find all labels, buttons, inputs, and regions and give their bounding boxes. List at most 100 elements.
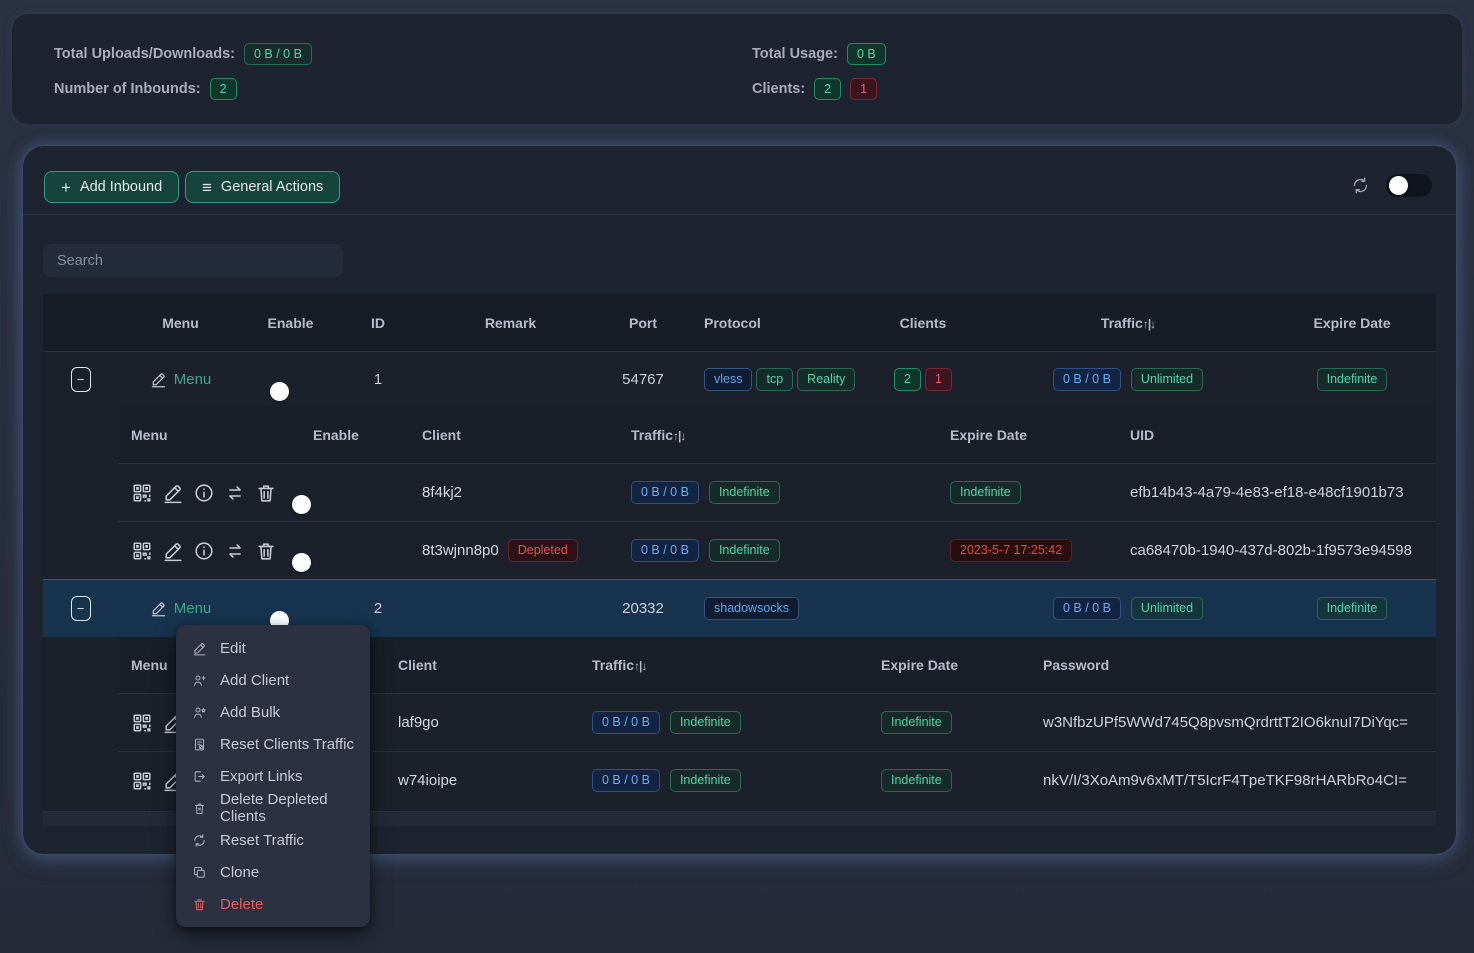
traffic-badge: 0 B / 0 B: [592, 769, 660, 792]
quota-badge: Unlimited: [1130, 597, 1204, 620]
client-name: w74ioipe: [398, 772, 458, 789]
stat-value-badge: 2: [209, 77, 237, 101]
stats-left-column: Total Uploads/Downloads: 0 B / 0 B Numbe…: [54, 42, 312, 124]
menu-item-export-links[interactable]: Export Links: [176, 760, 370, 792]
inbound-menu-trigger[interactable]: Menu: [150, 600, 212, 617]
info-icon[interactable]: [193, 482, 215, 504]
menu-item-add-bulk[interactable]: Add Bulk: [176, 696, 370, 728]
header-traffic[interactable]: Traffic↑|↓: [1100, 314, 1156, 331]
expire-badge: Indefinite: [881, 769, 952, 792]
qr-code-icon[interactable]: [131, 540, 153, 562]
client-name: laf9go: [398, 714, 439, 731]
header-traffic[interactable]: Traffic↑|↓: [592, 657, 647, 673]
reset-clients-traffic-icon: [192, 737, 207, 752]
client-password: w3NfbzUPf5WWd745Q8pvsmQrdrttT2IO6knuI7Di…: [1043, 714, 1409, 731]
inbound-context-menu: Edit Add Client Add Bulk Reset Clients T…: [176, 625, 370, 927]
inbounds-table-header: Menu Enable ID Remark Port Protocol Clie…: [43, 294, 1436, 351]
quota-badge: Indefinite: [669, 711, 741, 734]
header-protocol: Protocol: [704, 314, 761, 331]
stat-label: Total Usage:: [752, 46, 838, 62]
add-bulk-icon: [192, 705, 207, 720]
edit-icon[interactable]: [162, 540, 184, 562]
table-footer-strip: [43, 811, 1436, 826]
stat-value-badge: 0 B: [846, 42, 886, 66]
clients-depleted-badge: 1: [925, 368, 952, 391]
client-name: 8f4kj2: [422, 484, 463, 501]
quota-badge: Indefinite: [669, 769, 741, 792]
protocol-tag: shadowsocks: [704, 597, 800, 620]
menu-item-reset-clients-traffic[interactable]: Reset Clients Traffic: [176, 728, 370, 760]
menu-item-add-client[interactable]: Add Client: [176, 664, 370, 696]
header-client: Client: [422, 427, 461, 443]
stat-label: Number of Inbounds:: [54, 81, 201, 97]
clone-icon: [192, 865, 207, 880]
qr-code-icon[interactable]: [131, 770, 153, 792]
edit-icon: [192, 641, 207, 656]
client-traffic: 0 B / 0 B Indefinite: [598, 481, 780, 504]
menu-label: Menu: [173, 600, 212, 617]
collapse-row-button[interactable]: −: [70, 596, 91, 621]
quota-badge: Indefinite: [708, 539, 780, 562]
search-input[interactable]: [43, 244, 343, 277]
hamburger-icon: ≡: [202, 177, 212, 197]
traffic-badge: 0 B / 0 B: [1052, 597, 1121, 620]
traffic-badge: 0 B / 0 B: [1052, 368, 1121, 391]
header-password: Password: [1043, 657, 1110, 673]
sort-arrows-icon: ↑|↓: [673, 429, 686, 443]
client-uid: efb14b43-4a79-4e83-ef18-e48cf1901b73: [1130, 484, 1404, 501]
expire-badge: Indefinite: [1316, 368, 1388, 391]
add-inbound-button[interactable]: + Add Inbound: [44, 171, 180, 203]
protocol-transport-tag: tcp: [756, 368, 794, 391]
expire-badge: Indefinite: [881, 711, 952, 734]
quota-badge: Indefinite: [708, 481, 780, 504]
delete-icon[interactable]: [255, 540, 277, 562]
traffic-badge: 0 B / 0 B: [592, 711, 660, 734]
stats-right-column: Total Usage: 0 B Clients: 2 1: [752, 42, 886, 101]
expire-badge-expired: 2023-5-7 17:25:42: [950, 539, 1073, 562]
toolbar-right: [1351, 174, 1432, 197]
menu-item-reset-traffic[interactable]: Reset Traffic: [176, 824, 370, 856]
delete-icon[interactable]: [255, 482, 277, 504]
general-actions-label: General Actions: [220, 179, 324, 195]
menu-item-delete[interactable]: Delete: [176, 888, 370, 920]
header-expire-date: Expire Date: [950, 427, 1028, 443]
toolbar-divider: [23, 214, 1456, 215]
inbound-id: 1: [373, 371, 383, 388]
quota-badge: Unlimited: [1130, 368, 1204, 391]
reset-traffic-icon[interactable]: [224, 482, 246, 504]
client-traffic: 0 B / 0 B Indefinite: [568, 711, 741, 734]
menu-label: Menu: [173, 371, 212, 388]
delete-depleted-clients-icon: [192, 801, 207, 816]
client-password: nkV/I/3XoAm9v6xMT/T5IcrF4TpeTKF98rHARbRo…: [1043, 772, 1407, 789]
stat-label: Total Uploads/Downloads:: [54, 46, 235, 62]
refresh-icon[interactable]: [1351, 176, 1370, 195]
reset-traffic-icon[interactable]: [224, 540, 246, 562]
edit-icon[interactable]: [162, 482, 184, 504]
header-menu: Menu: [162, 314, 199, 331]
dark-mode-toggle[interactable]: [1386, 174, 1432, 197]
inbound-id: 2: [373, 600, 383, 617]
collapse-row-button[interactable]: −: [70, 367, 91, 392]
clients-active-badge: 2: [814, 77, 842, 101]
inbound-menu-trigger[interactable]: Menu: [150, 371, 212, 388]
client-name-group: 8t3wjnn8p0 Depleted: [413, 539, 578, 562]
header-traffic[interactable]: Traffic↑|↓: [631, 427, 686, 443]
expire-badge: Indefinite: [1316, 597, 1388, 620]
info-icon[interactable]: [193, 540, 215, 562]
client-row-w74ioipe: w74ioipe 0 B / 0 B Indefinite Indefinite…: [118, 751, 1436, 809]
qr-code-icon[interactable]: [131, 712, 153, 734]
stat-number-of-inbounds: Number of Inbounds: 2: [54, 77, 312, 101]
inbound-port: 54767: [622, 371, 664, 388]
header-id: ID: [371, 314, 385, 331]
qr-code-icon[interactable]: [131, 482, 153, 504]
inbound-traffic: 0 B / 0 B Unlimited: [1052, 368, 1204, 391]
client-actions: [118, 540, 277, 562]
general-actions-button[interactable]: ≡ General Actions: [185, 171, 341, 203]
header-uid: UID: [1130, 427, 1155, 443]
menu-item-edit[interactable]: Edit: [176, 632, 370, 664]
menu-item-clone[interactable]: Clone: [176, 856, 370, 888]
header-enable: Enable: [313, 427, 359, 443]
header-menu: Menu: [131, 427, 168, 443]
menu-item-delete-depleted-clients[interactable]: Delete Depleted Clients: [176, 791, 370, 825]
inbound-protocols: vless tcp Reality: [683, 368, 856, 391]
